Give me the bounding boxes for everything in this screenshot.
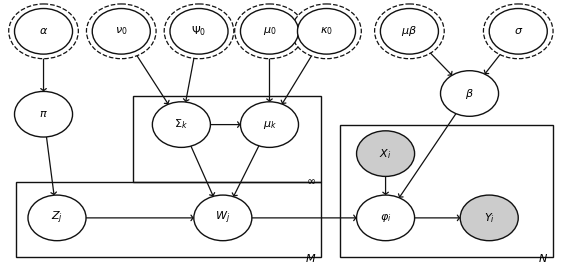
Ellipse shape: [441, 71, 499, 116]
Ellipse shape: [194, 195, 252, 241]
Text: $\sigma$: $\sigma$: [513, 26, 523, 36]
Ellipse shape: [240, 8, 299, 54]
Ellipse shape: [483, 4, 553, 59]
Ellipse shape: [92, 8, 151, 54]
Text: $Y_i$: $Y_i$: [484, 211, 495, 225]
Text: $\Sigma_k$: $\Sigma_k$: [174, 118, 189, 131]
Text: $Z_j$: $Z_j$: [51, 210, 63, 226]
Ellipse shape: [298, 8, 356, 54]
Ellipse shape: [292, 4, 361, 59]
Ellipse shape: [28, 195, 86, 241]
Ellipse shape: [460, 195, 518, 241]
Text: $\infty$: $\infty$: [306, 177, 316, 186]
Text: $\Psi_0$: $\Psi_0$: [191, 24, 207, 38]
Ellipse shape: [9, 4, 78, 59]
Text: $W_j$: $W_j$: [215, 210, 231, 226]
Ellipse shape: [240, 102, 299, 147]
Text: $\mu_0$: $\mu_0$: [262, 25, 276, 37]
Ellipse shape: [489, 8, 548, 54]
Ellipse shape: [15, 91, 73, 137]
Text: $\mu\beta$: $\mu\beta$: [402, 24, 417, 38]
Text: $X_i$: $X_i$: [379, 147, 392, 160]
Bar: [133, 95, 321, 182]
Text: $\alpha$: $\alpha$: [39, 26, 48, 36]
Ellipse shape: [152, 102, 210, 147]
Text: $M$: $M$: [305, 252, 316, 264]
Ellipse shape: [357, 195, 415, 241]
Ellipse shape: [374, 4, 444, 59]
Text: $\beta$: $\beta$: [465, 86, 474, 100]
Text: $\nu_0$: $\nu_0$: [115, 25, 128, 37]
Bar: [340, 125, 553, 257]
Ellipse shape: [381, 8, 438, 54]
Text: $\kappa_0$: $\kappa_0$: [320, 25, 333, 37]
Bar: [15, 182, 321, 257]
Ellipse shape: [15, 8, 73, 54]
Text: $\pi$: $\pi$: [39, 109, 48, 119]
Text: $N$: $N$: [538, 252, 548, 264]
Ellipse shape: [170, 8, 228, 54]
Ellipse shape: [86, 4, 156, 59]
Ellipse shape: [357, 131, 415, 177]
Ellipse shape: [164, 4, 234, 59]
Text: $\mu_k$: $\mu_k$: [262, 119, 277, 131]
Ellipse shape: [235, 4, 304, 59]
Text: $\varphi_i$: $\varphi_i$: [380, 212, 391, 224]
